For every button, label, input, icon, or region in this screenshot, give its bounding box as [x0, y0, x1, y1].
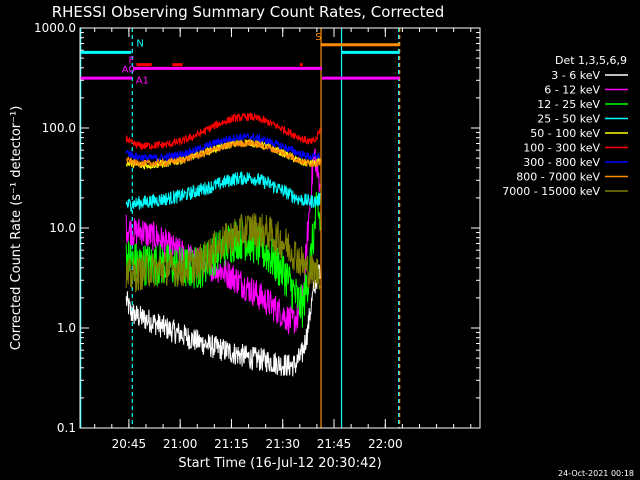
chart-title: RHESSI Observing Summary Count Rates, Co…: [52, 3, 445, 21]
x-axis-label: Start Time (16-Jul-12 20:30:42): [178, 456, 381, 471]
flag-label-a0: A0: [122, 64, 135, 75]
x-tick-label: 20:45: [112, 437, 147, 451]
series-line-6-12-kev: [125, 148, 321, 335]
legend-label-6-12-kev: 6 - 12 keV: [544, 84, 600, 97]
legend-label-300-800-kev: 300 - 800 keV: [523, 156, 600, 169]
legend-label-3-6-kev: 3 - 6 keV: [551, 69, 600, 82]
series-line-800-7000-kev: [126, 139, 321, 168]
series-line-100-300-kev: [125, 112, 321, 151]
flag-label-f: F: [129, 56, 135, 67]
x-tick-label: 21:00: [163, 437, 198, 451]
legend-label-25-50-kev: 25 - 50 keV: [537, 113, 600, 126]
y-tick-label: 10.0: [49, 221, 76, 235]
series-line-3-6-kev: [125, 264, 321, 377]
legend-title: Det 1,3,5,6,9: [555, 54, 627, 67]
y-tick-label: 1000.0: [34, 21, 76, 35]
y-tick-label: 100.0: [42, 121, 76, 135]
x-tick-label: 22:00: [368, 437, 403, 451]
legend-label-7000-15000-kev: 7000 - 15000 keV: [502, 185, 600, 198]
y-axis: 0.1 1.0 10.0 100.0 1000.0: [34, 21, 480, 435]
y-axis-label: Corrected Count Rate (s⁻¹ detector⁻¹): [9, 106, 24, 351]
legend-label-50-100-kev: 50 - 100 keV: [530, 127, 600, 140]
x-tick-label: 21:15: [214, 437, 249, 451]
legend-label-100-300-kev: 100 - 300 keV: [523, 142, 600, 155]
series-line-7000-15000-kev: [125, 212, 321, 293]
series-line-25-50-kev: [125, 171, 321, 212]
y-tick-label: 0.1: [57, 421, 76, 435]
legend-label-12-25-kev: 12 - 25 keV: [537, 98, 600, 111]
x-tick-label: 21:30: [265, 437, 300, 451]
flag-label-n: N: [136, 39, 143, 50]
flag-label-s: S: [315, 32, 321, 43]
legend-label-800-7000-kev: 800 - 7000 keV: [516, 171, 600, 184]
flag-label-a1: A1: [136, 75, 149, 86]
y-tick-label: 1.0: [57, 321, 76, 335]
date-stamp: 24-Oct-2021 00:18: [558, 469, 634, 478]
x-axis: 20:45 21:00 21:15 21:30 21:45 22:00: [94, 28, 472, 451]
x-tick-label: 21:45: [317, 437, 352, 451]
